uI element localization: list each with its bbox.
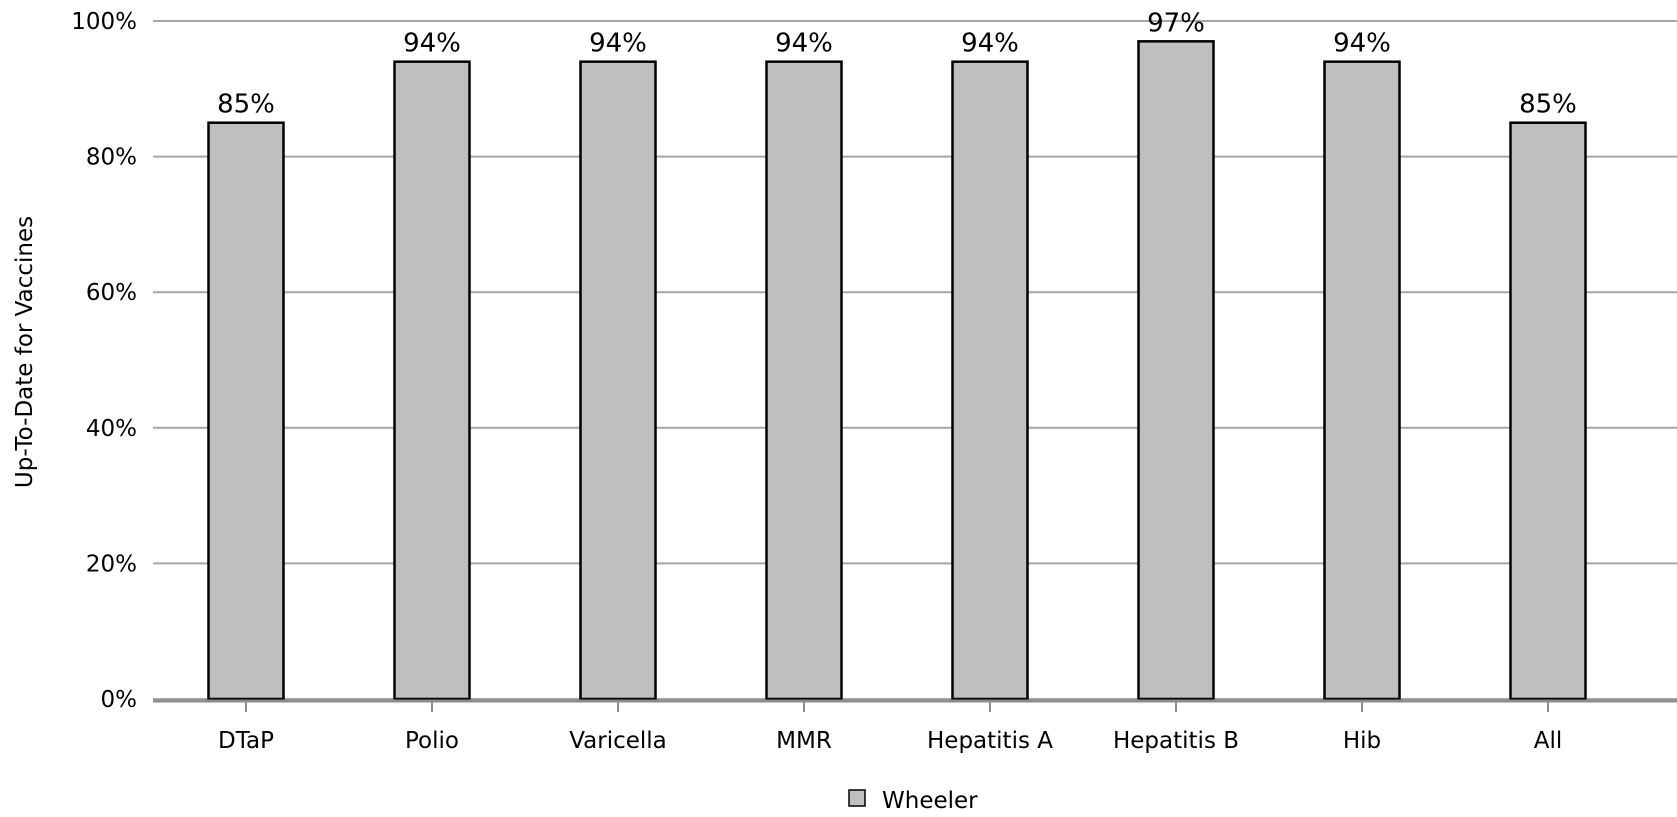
y-tick-label: 100% <box>71 9 137 35</box>
bars <box>207 40 1587 701</box>
x-tick-label: Hepatitis B <box>1113 728 1239 754</box>
x-tick-label: Hepatitis A <box>927 728 1053 754</box>
data-label: 85% <box>1519 90 1577 120</box>
y-tick-label: 60% <box>86 280 137 306</box>
bar <box>951 60 1029 701</box>
data-label: 94% <box>589 29 647 59</box>
y-axis-title: Up-To-Date for Vaccines <box>12 216 38 488</box>
data-label: 94% <box>1333 29 1391 59</box>
y-axis-ticks: 0% 20% 40% 60% 80% 100% <box>71 9 137 713</box>
x-tick-label: DTaP <box>218 728 274 754</box>
data-label: 94% <box>775 29 833 59</box>
bar <box>1509 121 1587 701</box>
gridlines <box>153 20 1677 700</box>
x-tick-label: Varicella <box>569 728 667 754</box>
legend-swatch <box>848 789 866 807</box>
data-label: 97% <box>1147 8 1205 38</box>
bar <box>1137 40 1215 701</box>
x-tick-label: Polio <box>405 728 459 754</box>
y-tick-label: 40% <box>86 416 137 442</box>
data-labels: 85% 94% 94% 94% 94% 97% 94% 85% <box>217 8 1577 119</box>
legend-label: Wheeler <box>882 788 978 813</box>
data-label: 94% <box>961 29 1019 59</box>
bar <box>765 60 843 701</box>
bar <box>1323 60 1401 701</box>
x-tick-label: All <box>1534 728 1563 754</box>
bar <box>393 60 471 701</box>
data-label: 85% <box>217 90 275 120</box>
bar <box>207 121 285 701</box>
y-tick-label: 20% <box>86 551 137 577</box>
y-tick-label: 80% <box>86 145 137 171</box>
bar <box>579 60 657 701</box>
x-tick-label: MMR <box>776 728 832 754</box>
x-tick-label: Hib <box>1343 728 1381 754</box>
x-axis: DTaP Polio Varicella MMR Hepatitis A Hepatiti… <box>153 699 1677 754</box>
data-label: 94% <box>403 29 461 59</box>
y-tick-label: 0% <box>101 687 138 713</box>
legend: Wheeler <box>848 788 978 814</box>
